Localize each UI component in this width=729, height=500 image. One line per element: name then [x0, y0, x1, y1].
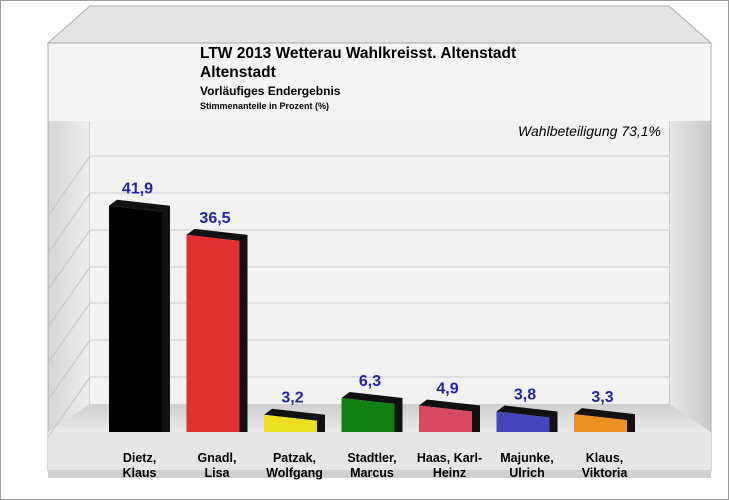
bar: [186, 228, 248, 432]
value-label: 3,2: [281, 390, 303, 407]
chart-title-block: LTW 2013 Wetterau Wahlkreisst. Altenstad…: [200, 44, 516, 111]
turnout-annotation: Wahlbeteiligung 73,1%: [518, 123, 661, 139]
gridline-side: [47, 376, 91, 438]
chart-title-line2: Altenstadt: [200, 64, 276, 81]
value-label: 6,3: [359, 373, 381, 390]
bars: [109, 199, 635, 432]
plot-back-wall: [90, 121, 669, 404]
gridline-side: [47, 302, 91, 364]
bar: [496, 405, 558, 432]
gridline-side: [47, 229, 91, 291]
category-label: Klaus,: [586, 451, 624, 465]
category-label: Stadtler,: [347, 451, 396, 465]
y-axis-label: Stimmenanteile in Prozent (%): [200, 101, 330, 111]
bar: [109, 199, 170, 432]
bottom-rim: [48, 470, 711, 478]
value-label: 41,9: [122, 181, 153, 198]
value-label: 4,9: [436, 381, 458, 398]
category-label: Viktoria: [582, 466, 629, 480]
chart-title: LTW 2013 Wetterau Wahlkreisst. Altenstad…: [200, 45, 517, 62]
category-labels: Dietz,Klaus Gnadl,Lisa Patzak,Wolfgang Stad…: [122, 451, 628, 480]
category-label: Gnadl,: [198, 451, 237, 465]
category-label: Marcus: [350, 466, 394, 480]
gridline-side: [47, 155, 91, 217]
value-label: 3,8: [514, 386, 536, 403]
bar: [264, 408, 325, 432]
bar: [419, 399, 480, 432]
gridline-side: [47, 339, 91, 401]
bar: [341, 391, 403, 432]
category-label: Haas, Karl-: [417, 451, 482, 465]
top-header-area: [48, 43, 711, 121]
gridline-side: [47, 192, 91, 254]
value-label: 3,3: [591, 389, 613, 406]
label-band: [48, 432, 711, 470]
chart-subtitle: Vorläufiges Endergebnis: [200, 84, 341, 98]
value-labels: 41,9 36,5 3,2 6,3 4,9 3,8 3,3: [122, 181, 614, 407]
bar: [574, 408, 635, 432]
category-label: Lisa: [204, 466, 230, 480]
category-label: Heinz: [433, 466, 466, 480]
value-label: 36,5: [199, 210, 230, 227]
category-label: Majunke,: [500, 451, 554, 465]
category-label: Patzak,: [273, 451, 316, 465]
category-label: Dietz,: [123, 451, 156, 465]
category-label: Klaus: [122, 466, 156, 480]
category-label: Ulrich: [509, 466, 544, 480]
top-bevel: [46, 5, 713, 44]
gridline-side: [47, 266, 91, 328]
category-label: Wolfgang: [266, 466, 323, 480]
